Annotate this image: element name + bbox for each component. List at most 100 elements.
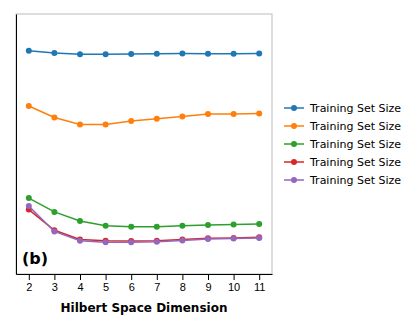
series-line — [29, 106, 259, 124]
tick-label: 11 — [254, 281, 265, 293]
series-line — [29, 206, 259, 242]
chart: 2 3 4 5 6 7 8 9 10 11 Hilbert Space Dimension (b) Tr… — [0, 0, 420, 320]
point — [231, 235, 237, 241]
tick: 5 — [103, 274, 109, 293]
point — [179, 237, 185, 243]
tick: 2 — [26, 274, 32, 293]
legend-item: Training Set Size — [284, 138, 401, 151]
point — [103, 121, 109, 127]
tick-mark — [234, 274, 235, 280]
annotation: (b) — [22, 249, 48, 268]
tick: 10 — [228, 274, 240, 293]
point — [51, 50, 57, 56]
point — [26, 203, 32, 209]
point — [231, 111, 237, 117]
tick-mark — [182, 274, 183, 280]
point — [77, 218, 83, 224]
point — [256, 221, 262, 227]
tick-label: 2 — [26, 281, 32, 293]
point — [128, 51, 134, 57]
point — [256, 234, 262, 240]
plot-area: 2 3 4 5 6 7 8 9 10 11 Hilbert Space Dimension (b) Tr… — [16, 14, 401, 315]
point — [205, 236, 211, 242]
point — [205, 235, 211, 241]
tick-mark — [80, 274, 81, 280]
point — [179, 223, 185, 229]
tick: 11 — [254, 274, 265, 293]
marks — [26, 48, 262, 245]
point — [128, 239, 134, 245]
point — [205, 51, 211, 57]
legend-swatch — [291, 105, 297, 111]
tick-label: 3 — [52, 281, 58, 293]
point — [179, 113, 185, 119]
tick-label: 9 — [205, 281, 211, 293]
point — [51, 228, 57, 234]
point — [77, 121, 83, 127]
point — [179, 236, 185, 242]
point — [26, 195, 32, 201]
tick-label: 5 — [103, 281, 109, 293]
tick-mark — [54, 274, 55, 280]
tick-label: 7 — [154, 281, 160, 293]
legend-swatch — [291, 141, 297, 147]
legend-label: Training Set Size — [309, 156, 401, 169]
point — [26, 48, 32, 54]
point — [231, 236, 237, 242]
point — [205, 222, 211, 228]
legend-swatch — [291, 177, 297, 183]
point — [154, 239, 160, 245]
x-axis: 2 3 4 5 6 7 8 9 10 11 — [17, 274, 273, 293]
point — [179, 51, 185, 57]
tick: 8 — [180, 274, 186, 293]
plot-frame — [16, 14, 272, 274]
series-line — [29, 198, 259, 227]
point — [154, 224, 160, 230]
legend-label: Training Set Size — [309, 102, 401, 115]
legend-item: Training Set Size — [284, 102, 401, 115]
point — [103, 223, 109, 229]
x-axis-label: Hilbert Space Dimension — [61, 301, 228, 315]
legend-swatch — [291, 159, 297, 165]
point — [154, 116, 160, 122]
point — [205, 111, 211, 117]
point — [103, 239, 109, 245]
point — [51, 115, 57, 121]
point — [128, 118, 134, 124]
tick-mark — [157, 274, 158, 280]
point — [103, 51, 109, 57]
legend-label: Training Set Size — [309, 138, 401, 151]
point — [128, 224, 134, 230]
point — [231, 222, 237, 228]
legend-item: Training Set Size — [284, 156, 401, 169]
tick-label: 4 — [77, 281, 83, 293]
tick-mark — [131, 274, 132, 280]
tick-label: 6 — [129, 281, 135, 293]
tick: 4 — [77, 274, 83, 293]
point — [77, 51, 83, 57]
tick-mark — [259, 274, 260, 280]
point — [154, 51, 160, 57]
point — [256, 110, 262, 116]
tick-mark — [29, 274, 30, 280]
axis-line — [16, 15, 17, 275]
point — [51, 209, 57, 215]
tick-label: 10 — [228, 281, 240, 293]
tick-mark — [208, 274, 209, 280]
legend: Training Set Size Training Set Size Traini… — [284, 102, 401, 187]
tick: 6 — [129, 274, 135, 293]
point — [26, 103, 32, 109]
tick: 3 — [52, 274, 58, 293]
legend-swatch — [291, 123, 297, 129]
legend-label: Training Set Size — [309, 174, 401, 187]
tick-mark — [106, 274, 107, 280]
tick: 9 — [205, 274, 211, 293]
point — [256, 235, 262, 241]
point — [231, 51, 237, 57]
tick-label: 8 — [180, 281, 186, 293]
series-line — [29, 210, 259, 242]
y-axis — [16, 15, 17, 275]
legend-item: Training Set Size — [284, 120, 401, 133]
series-line — [29, 51, 259, 54]
legend-label: Training Set Size — [309, 120, 401, 133]
